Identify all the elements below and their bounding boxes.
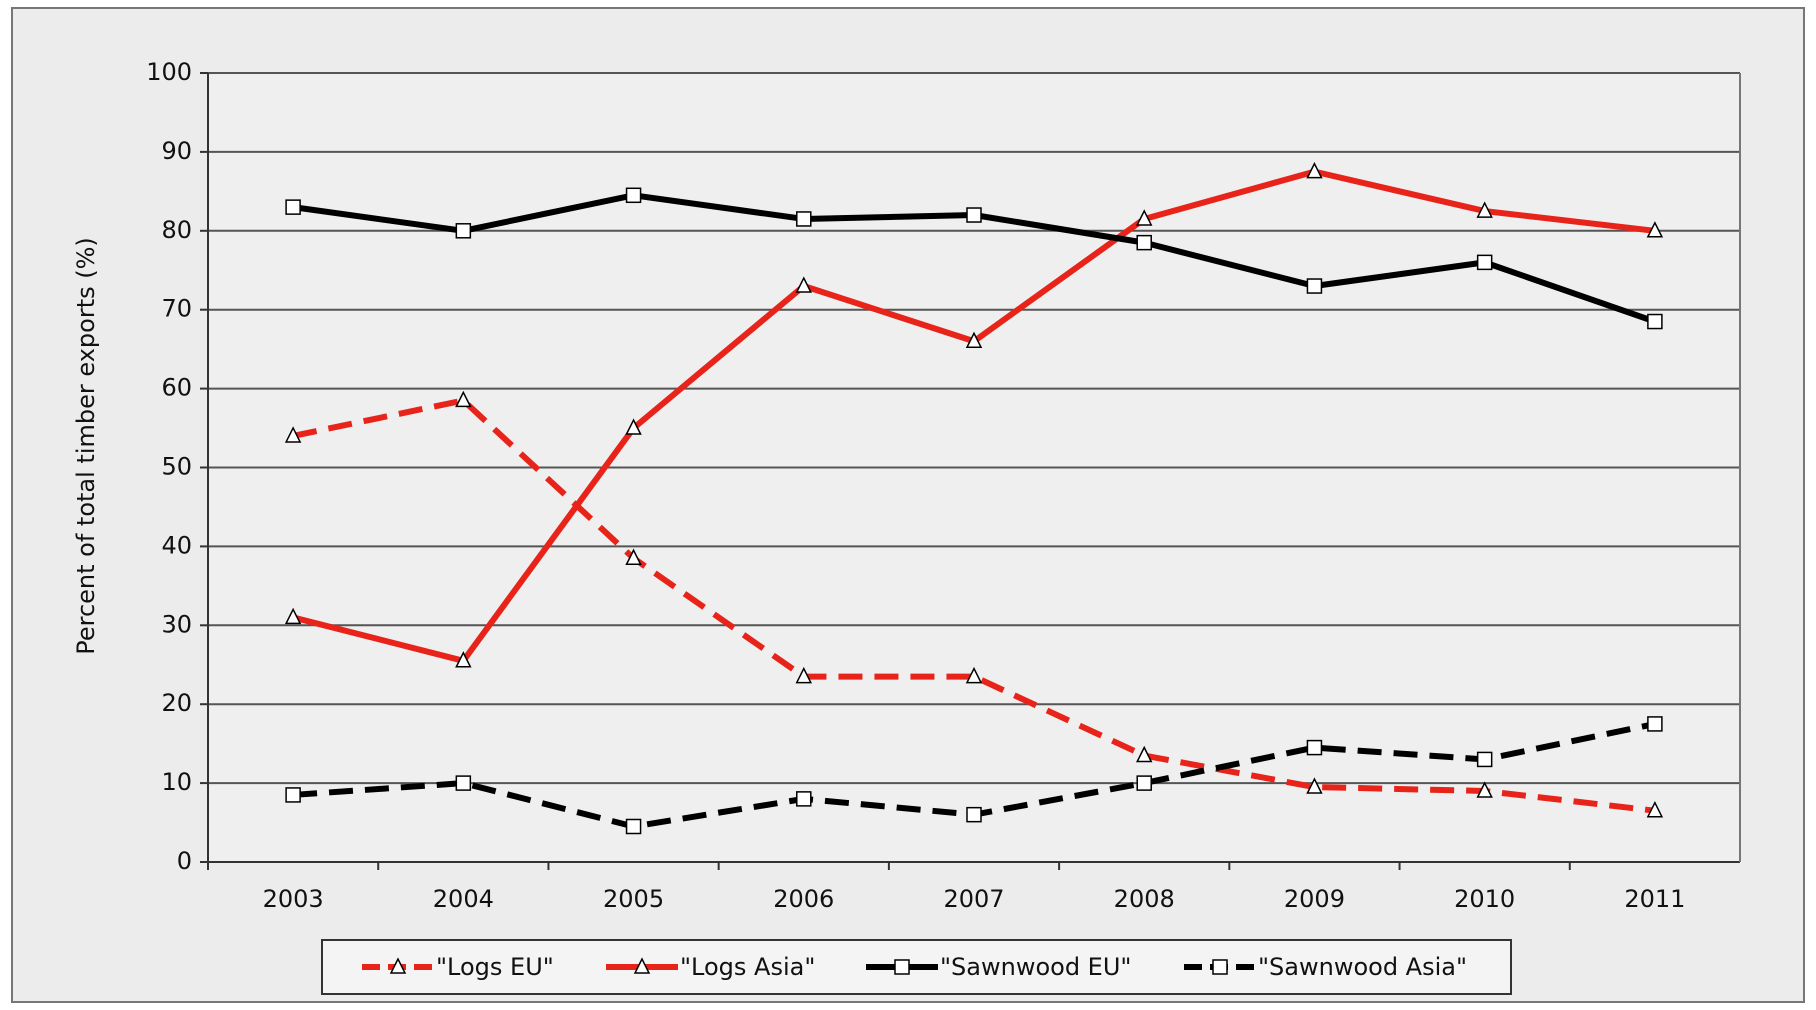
legend-marker [389,957,407,974]
data-point [625,548,642,565]
data-point [1136,745,1153,763]
y-tick-label: 90 [161,137,192,165]
x-tick-label: 2004 [433,885,494,913]
data-point [966,806,982,823]
data-point [625,187,642,204]
y-tick-label: 30 [161,610,192,638]
x-tick-label: 2003 [263,885,324,913]
data-point [1647,716,1663,732]
y-tick-label: 40 [161,531,192,559]
data-point [1647,313,1663,330]
x-tick-label: 2009 [1284,885,1345,913]
y-tick-label: 0 [177,847,192,875]
data-point [1306,278,1323,294]
data-point [625,818,642,835]
data-point [1306,161,1323,179]
x-tick-label: 2006 [773,885,834,913]
data-point [1646,221,1664,238]
data-point [966,207,982,223]
legend-label: "Sawnwood Asia" [1258,953,1467,981]
data-point [796,211,812,227]
legend-marker [633,957,651,974]
data-point [455,390,472,408]
data-point [455,223,472,239]
data-point [285,787,301,803]
data-point [795,666,812,684]
data-point [284,426,302,443]
data-point [625,418,642,435]
data-point [1646,801,1664,818]
x-tick-label: 2008 [1114,885,1175,913]
legend-marker [894,959,910,975]
legend-label: "Logs EU" [436,953,554,981]
data-point [796,791,812,807]
y-tick-label: 20 [161,689,192,717]
legend-label: "Logs Asia" [680,953,815,981]
y-tick-label: 50 [161,453,192,481]
y-tick-label: 70 [161,295,192,323]
legend-label: "Sawnwood EU" [940,953,1131,981]
x-tick-label: 2007 [943,885,1004,913]
x-tick-label: 2010 [1454,885,1515,913]
y-tick-label: 60 [161,374,192,402]
data-point [1136,234,1152,251]
data-point [1136,775,1152,791]
data-point [1476,201,1493,218]
data-point [1306,739,1323,756]
data-point [965,666,983,684]
data-point [795,276,812,293]
x-tick-label: 2005 [603,885,664,913]
y-tick-label: 100 [146,58,192,86]
data-point [285,199,301,215]
data-point [455,775,472,791]
legend-marker [1212,959,1228,975]
data-point [1476,254,1493,271]
data-point [284,607,302,625]
data-point [1136,209,1153,226]
data-point [1476,781,1493,798]
x-tick-label: 2011 [1624,885,1685,913]
data-point [1306,777,1323,794]
y-axis-title: Percent of total timber exports (%) [72,237,100,655]
y-tick-label: 80 [161,216,192,244]
data-point [1476,751,1493,768]
data-point [455,651,472,668]
y-tick-label: 10 [161,768,192,796]
data-point [965,331,983,349]
